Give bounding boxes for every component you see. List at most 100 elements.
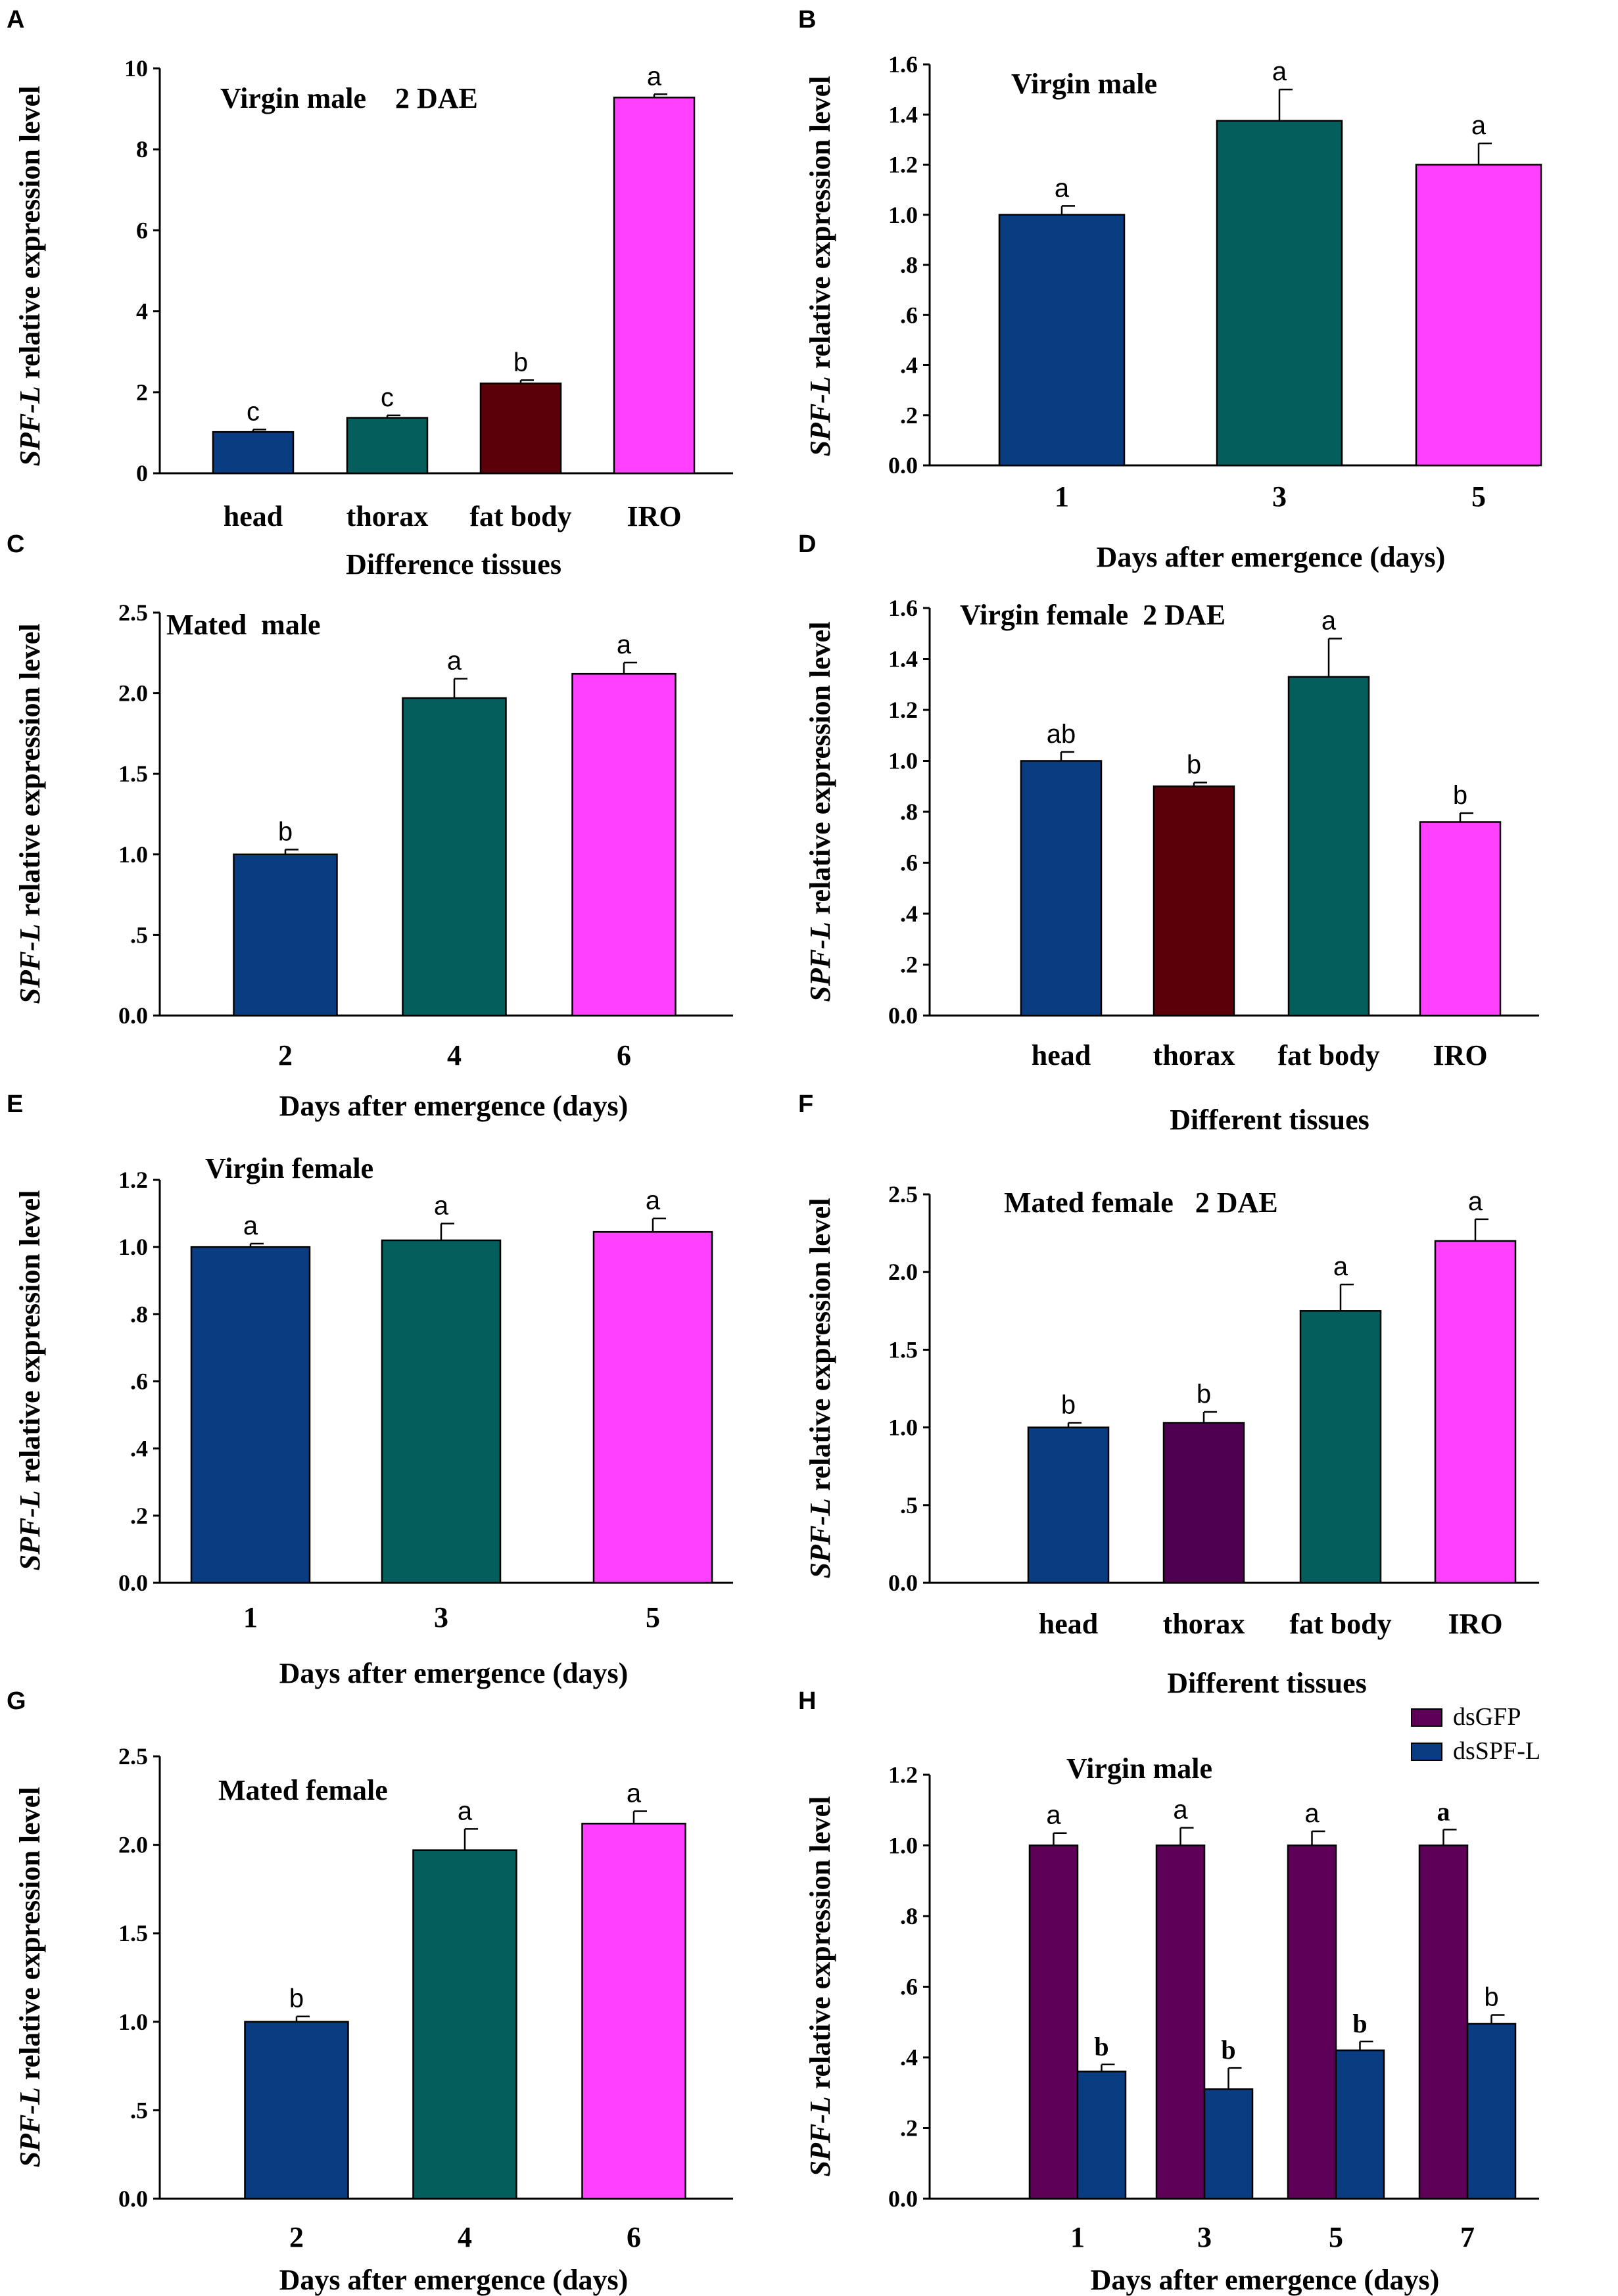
significance-label: b [1061, 1391, 1076, 1420]
significance-label: c [381, 383, 394, 412]
x-tick-label: 3 [1272, 480, 1287, 513]
significance-label: a [646, 1186, 661, 1215]
y-tick-label: .4 [900, 901, 918, 927]
y-tick-label: 0.0 [888, 1002, 918, 1029]
y-tick-label: 1.2 [888, 697, 918, 723]
y-tick-label: .6 [900, 850, 918, 876]
y-tick-label: .2 [900, 402, 918, 429]
x-tick-label: fat body [1289, 1608, 1391, 1640]
significance-label: b [1453, 781, 1467, 810]
bar-dsspf-l [1076, 2071, 1127, 2200]
y-tick-label: 0.0 [118, 1570, 148, 1596]
y-tick-label: 1.0 [888, 1415, 918, 1441]
y-tick-label: 2.5 [118, 1743, 148, 1769]
y-axis-label: SPF-L relative expression level [804, 76, 836, 457]
x-tick-label: head [1032, 1039, 1091, 1071]
legend-swatch [1411, 1708, 1442, 1727]
bar [1415, 164, 1542, 467]
x-tick-label: 6 [617, 1039, 631, 1071]
x-tick-label: 5 [1329, 2221, 1343, 2253]
significance-label: a [617, 630, 632, 659]
bar [381, 1239, 502, 1584]
bar [190, 1246, 311, 1584]
y-tick-label: .8 [900, 252, 918, 278]
y-tick-label: 0.0 [888, 1570, 918, 1596]
panel-title: Virgin male [1066, 1752, 1212, 1785]
y-tick-label: .6 [130, 1369, 148, 1395]
y-tick-label: 0.0 [118, 1002, 148, 1029]
y-tick-label: 1.0 [118, 1234, 148, 1260]
significance-label: b [1094, 2032, 1108, 2061]
y-axis-label: SPF-L relative expression level [14, 1190, 46, 1571]
bar [1020, 760, 1103, 1017]
x-tick-label: 6 [627, 2221, 641, 2253]
bar [1287, 676, 1370, 1017]
bar [1299, 1310, 1382, 1584]
x-tick-label: fat body [469, 500, 571, 532]
panel-title: Virgin female [205, 1152, 373, 1184]
legend: dsGFP dsSPF-L [1411, 1703, 1540, 1765]
x-tick-label: 3 [1197, 2221, 1212, 2253]
x-tick-label: thorax [1153, 1039, 1235, 1071]
significance-label: ab [1047, 720, 1076, 749]
chart-panel-e: 0.0 .2 .4 .6 .8 1.0 1.2 SPF-L relative expressi… [7, 1090, 733, 1689]
panel-title: Virgin female 2 DAE [960, 599, 1225, 631]
y-axis-label: SPF-L relative expression level [804, 1198, 836, 1579]
y-tick-label: 1.6 [888, 595, 918, 621]
chart-panel-a: 0 2 4 6 8 10 SPF-L relative expression level Di… [7, 6, 733, 580]
y-tick-label: 2.5 [888, 1181, 918, 1207]
y-tick-label: 2.0 [888, 1259, 918, 1285]
y-tick-label: .6 [900, 302, 918, 328]
panel-letter: G [7, 1687, 26, 1715]
bar [402, 697, 507, 1017]
y-tick-label: .2 [900, 2115, 918, 2142]
y-tick-label: 1.0 [888, 1833, 918, 1859]
x-tick-label: 1 [1055, 480, 1069, 513]
x-tick-label: 1 [243, 1601, 258, 1633]
bar [1153, 785, 1235, 1017]
significance-label: a [1321, 607, 1337, 636]
bar [1027, 1426, 1110, 1584]
panel-letter: D [798, 530, 816, 558]
bar-dsspf-l [1466, 2023, 1517, 2200]
panel-title: Mated male [166, 609, 321, 641]
y-tick-label: 1.0 [118, 841, 148, 868]
y-axis-label: SPF-L relative expression level [804, 622, 836, 1002]
panel-letter: F [798, 1090, 813, 1118]
legend-swatch [1411, 1743, 1442, 1761]
x-tick-label: 2 [289, 2221, 304, 2253]
y-tick-label: .4 [900, 352, 918, 379]
bar-dsgfp [1155, 1844, 1206, 2200]
bar [233, 853, 338, 1017]
panel-title: Virgin male [1011, 68, 1157, 100]
y-tick-label: .8 [900, 1903, 918, 1929]
significance-label: a [1173, 1796, 1188, 1825]
bar [1162, 1422, 1245, 1584]
y-tick-label: 2.0 [118, 680, 148, 707]
panel-title: Virgin male 2 DAE [220, 82, 478, 114]
y-tick-label: 2.0 [118, 1832, 148, 1858]
y-tick-label: 2 [136, 379, 148, 406]
significance-label: a [1333, 1252, 1348, 1281]
y-tick-label: 1.4 [888, 101, 918, 128]
x-tick-label: thorax [346, 500, 429, 532]
y-tick-label: 0.0 [888, 452, 918, 479]
y-tick-label: 1.5 [118, 1920, 148, 1946]
y-tick-label: .2 [130, 1503, 148, 1529]
y-tick-label: 1.5 [888, 1336, 918, 1363]
y-tick-label: 1.6 [888, 51, 918, 78]
bar [244, 2021, 349, 2200]
y-axis-label: SPF-L relative expression level [14, 1787, 46, 2168]
panel-letter: B [798, 6, 816, 34]
x-axis-label: Days after emergence (days) [279, 2264, 629, 2296]
panel-title: Mated female 2 DAE [1004, 1186, 1278, 1219]
legend-label: dsSPF-L [1453, 1737, 1540, 1765]
significance-label: a [458, 1796, 473, 1825]
significance-label: a [447, 647, 462, 676]
bar-dsspf-l [1203, 2088, 1254, 2200]
significance-label: b [278, 817, 293, 846]
y-tick-label: .5 [900, 1492, 918, 1518]
x-tick-label: 4 [447, 1039, 462, 1071]
bar [346, 417, 429, 475]
panel-letter: E [7, 1090, 23, 1118]
